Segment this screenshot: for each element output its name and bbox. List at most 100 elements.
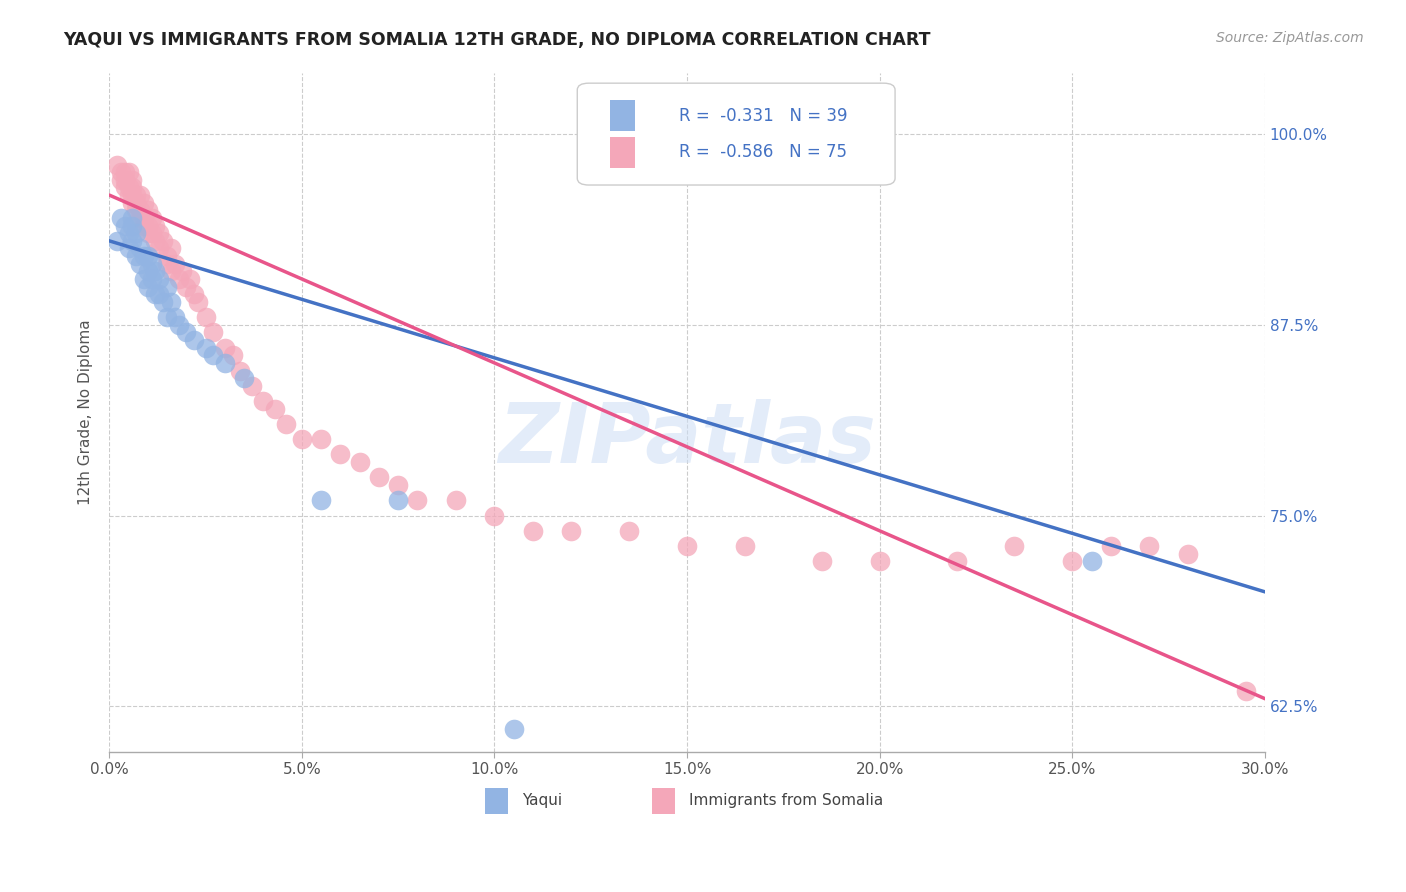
Point — [152, 294, 174, 309]
Point — [167, 318, 190, 332]
Point — [560, 524, 582, 538]
Point — [145, 287, 167, 301]
Point — [121, 219, 143, 233]
Point — [121, 173, 143, 187]
Point — [174, 279, 197, 293]
Point — [619, 524, 641, 538]
Point — [156, 249, 179, 263]
Point — [148, 272, 170, 286]
Point — [444, 493, 467, 508]
Point — [152, 234, 174, 248]
Point — [387, 478, 409, 492]
Point — [148, 287, 170, 301]
Point — [214, 356, 236, 370]
Point — [214, 341, 236, 355]
Point — [110, 173, 132, 187]
Point — [132, 272, 155, 286]
Point — [141, 211, 163, 225]
Point — [163, 257, 186, 271]
Point — [114, 219, 136, 233]
Point — [117, 180, 139, 194]
Point — [129, 242, 152, 256]
Text: Source: ZipAtlas.com: Source: ZipAtlas.com — [1216, 31, 1364, 45]
Point — [105, 234, 128, 248]
Text: R =  -0.586   N = 75: R = -0.586 N = 75 — [679, 144, 846, 161]
Point — [117, 242, 139, 256]
FancyBboxPatch shape — [578, 83, 896, 185]
Point — [522, 524, 544, 538]
Point — [387, 493, 409, 508]
FancyBboxPatch shape — [485, 788, 508, 814]
Point — [145, 219, 167, 233]
Point — [114, 173, 136, 187]
Point — [132, 219, 155, 233]
Point — [117, 226, 139, 240]
Point — [194, 310, 217, 325]
Point — [1137, 539, 1160, 553]
Point — [136, 279, 159, 293]
Point — [121, 180, 143, 194]
Point — [117, 188, 139, 202]
Point — [945, 554, 967, 568]
Point — [734, 539, 756, 553]
Point — [240, 379, 263, 393]
Point — [160, 264, 183, 278]
Point — [141, 257, 163, 271]
Point — [1004, 539, 1026, 553]
Point — [156, 310, 179, 325]
Point — [110, 211, 132, 225]
Point — [129, 211, 152, 225]
Text: ZIPatlas: ZIPatlas — [498, 400, 876, 480]
Point — [125, 195, 148, 210]
Point — [121, 234, 143, 248]
Point — [136, 249, 159, 263]
Point — [110, 165, 132, 179]
Point — [156, 279, 179, 293]
Point — [145, 234, 167, 248]
Point — [869, 554, 891, 568]
Point — [136, 219, 159, 233]
Point — [502, 722, 524, 736]
Point — [136, 226, 159, 240]
Point — [202, 326, 225, 340]
Point — [484, 508, 506, 523]
Point — [1177, 547, 1199, 561]
Point — [1234, 684, 1257, 698]
Point — [141, 272, 163, 286]
Point — [167, 272, 190, 286]
Point — [114, 180, 136, 194]
FancyBboxPatch shape — [652, 788, 675, 814]
Y-axis label: 12th Grade, No Diploma: 12th Grade, No Diploma — [79, 319, 93, 506]
Point — [125, 226, 148, 240]
Point — [221, 348, 243, 362]
Point — [145, 264, 167, 278]
Point — [156, 257, 179, 271]
Point — [136, 264, 159, 278]
Point — [329, 448, 352, 462]
Point — [125, 188, 148, 202]
FancyBboxPatch shape — [610, 137, 636, 168]
Point — [309, 493, 332, 508]
Point — [187, 294, 209, 309]
Point — [136, 203, 159, 218]
Point — [148, 242, 170, 256]
Point — [676, 539, 699, 553]
Point — [229, 363, 252, 377]
Point — [174, 326, 197, 340]
Point — [183, 333, 205, 347]
Point — [125, 203, 148, 218]
Point — [276, 417, 298, 431]
Point — [129, 188, 152, 202]
Point — [291, 432, 314, 446]
Point — [179, 272, 201, 286]
Point — [132, 249, 155, 263]
Point — [132, 195, 155, 210]
Point — [105, 157, 128, 171]
Point — [309, 432, 332, 446]
Point — [202, 348, 225, 362]
Point — [129, 257, 152, 271]
Text: YAQUI VS IMMIGRANTS FROM SOMALIA 12TH GRADE, NO DIPLOMA CORRELATION CHART: YAQUI VS IMMIGRANTS FROM SOMALIA 12TH GR… — [63, 31, 931, 49]
Point — [194, 341, 217, 355]
Point — [264, 401, 287, 416]
Text: Immigrants from Somalia: Immigrants from Somalia — [689, 794, 883, 808]
